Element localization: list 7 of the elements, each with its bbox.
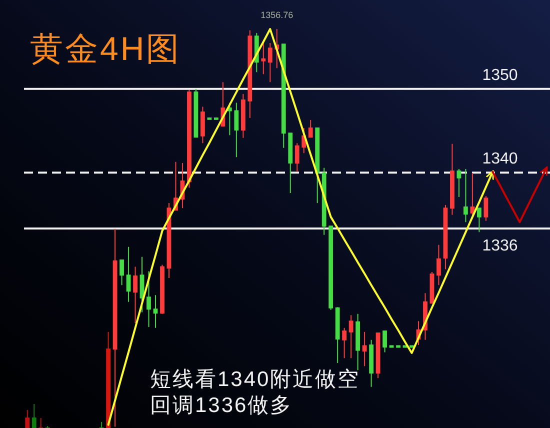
annotation: 1356.76 [260, 10, 294, 20]
annotation: 1340 [482, 150, 518, 168]
annotation: 1350 [482, 66, 518, 84]
chart-title: 黄金4H图 [30, 30, 182, 67]
annotation: 1336 [482, 238, 518, 254]
annotation: 回调1336做多 [150, 394, 293, 417]
annotation: 短线看1340附近做空 [150, 368, 360, 391]
